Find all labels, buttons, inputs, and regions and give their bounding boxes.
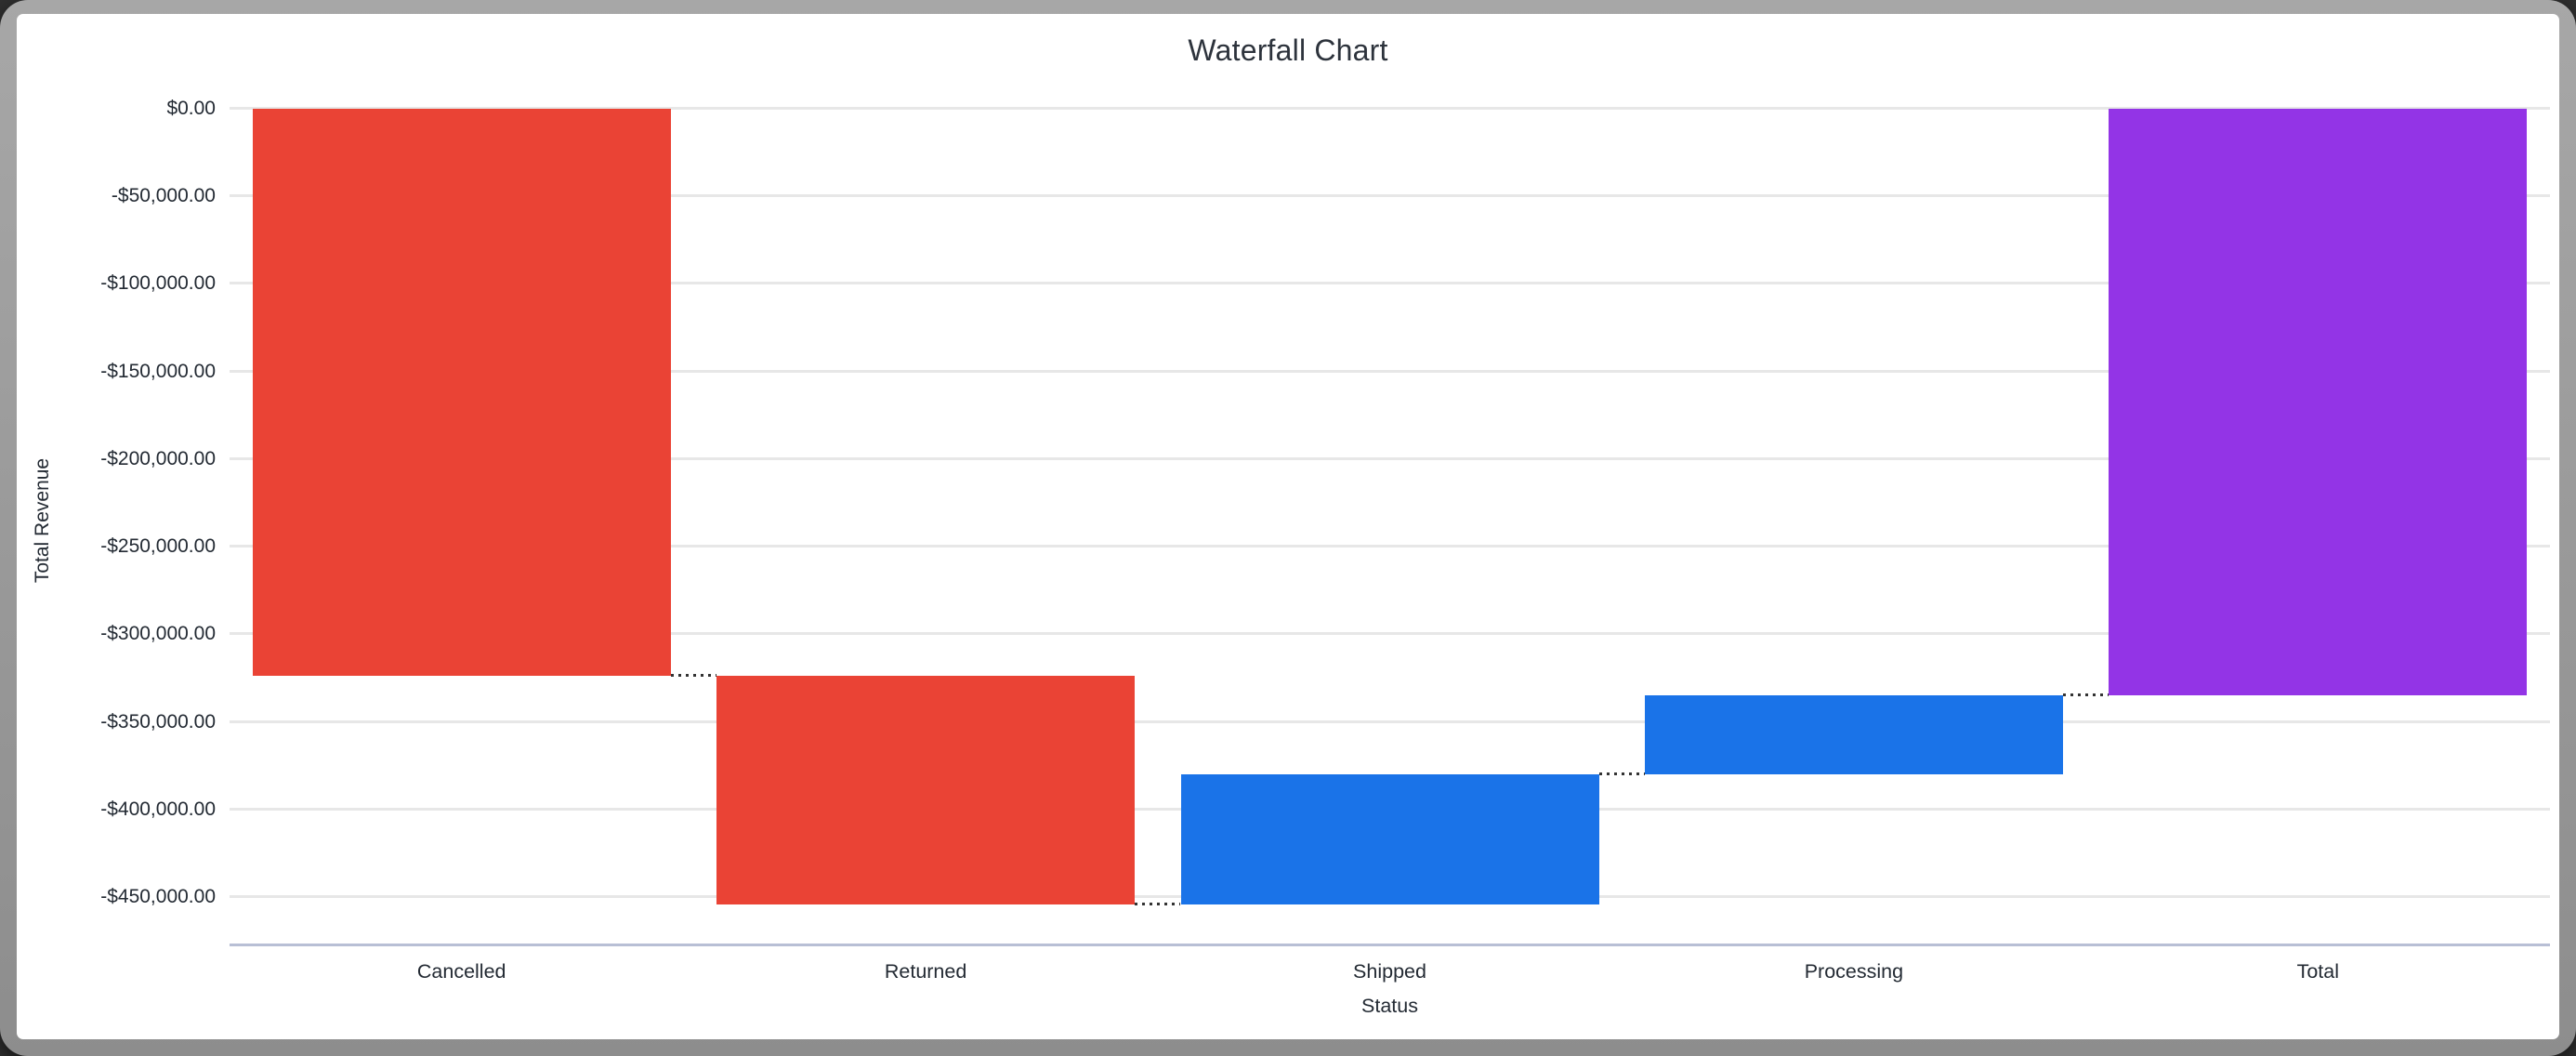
chart-title: Waterfall Chart (1188, 33, 1388, 67)
y-axis-tick-label: -$300,000.00 (100, 623, 216, 645)
bar-shipped[interactable] (1180, 774, 1599, 904)
y-gridline (230, 369, 2550, 373)
y-gridline (230, 456, 2550, 460)
y-axis-tick-label: -$100,000.00 (100, 272, 216, 295)
y-gridline (230, 194, 2550, 198)
y-gridline (230, 632, 2550, 636)
waterfall-connector (670, 674, 717, 677)
y-gridline (230, 282, 2550, 285)
y-axis-tick-label: $0.00 (166, 98, 216, 119)
bar-cancelled[interactable] (252, 109, 671, 676)
x-axis-category-label: Shipped (1353, 960, 1426, 983)
y-axis-tick-label: -$150,000.00 (100, 360, 216, 382)
y-axis-tick-label: -$250,000.00 (100, 535, 216, 558)
y-axis-tick-label: -$50,000.00 (111, 185, 216, 207)
x-axis-title: Status (1361, 995, 1418, 1017)
waterfall-connector (1598, 772, 1645, 776)
x-axis-category-label: Total (2296, 960, 2339, 983)
x-axis-category-label: Cancelled (416, 960, 506, 983)
bar-total[interactable] (2109, 109, 2528, 696)
y-axis-tick-label: -$450,000.00 (100, 886, 216, 907)
x-axis-baseline (230, 944, 2550, 946)
x-axis-category-label: Processing (1804, 960, 1904, 983)
x-axis-category-label: Returned (884, 960, 967, 983)
y-gridline (230, 545, 2550, 548)
waterfall-connector (2062, 693, 2109, 697)
y-axis-tick-label: -$350,000.00 (100, 710, 216, 733)
y-gridline (230, 107, 2550, 110)
bar-returned[interactable] (716, 676, 1136, 904)
waterfall-connector (1135, 902, 1181, 905)
bar-processing[interactable] (1644, 695, 2063, 775)
y-gridline (230, 719, 2550, 723)
y-axis-tick-label: -$200,000.00 (100, 447, 216, 469)
y-axis-tick-label: -$400,000.00 (100, 798, 216, 820)
y-axis-title: Total Revenue (32, 457, 53, 584)
